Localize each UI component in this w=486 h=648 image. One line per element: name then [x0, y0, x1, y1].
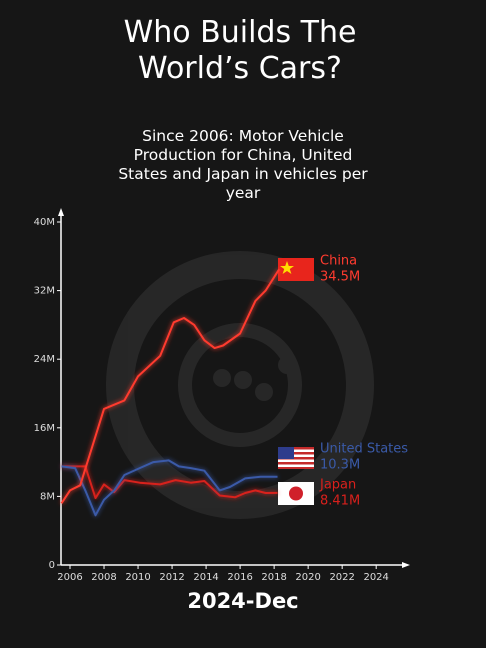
x-tick-label: 2012: [159, 572, 184, 583]
y-tick-label: 40M: [34, 217, 55, 228]
x-axis-arrow: [402, 562, 410, 568]
value-label: 8.41M: [320, 494, 360, 509]
value-label: 10.3M: [320, 458, 360, 473]
us-flag: [278, 447, 314, 469]
x-tick-label: 2020: [295, 572, 320, 583]
series-line: [61, 459, 278, 517]
value-label: 34.5M: [320, 270, 360, 285]
watermark-logo: [106, 251, 374, 519]
x-tick-label: 2024: [363, 572, 388, 583]
x-tick-label: 2022: [329, 572, 354, 583]
x-tick-label: 2018: [261, 572, 286, 583]
date-label: 2024-Dec: [187, 589, 298, 613]
y-tick-label: 8M: [40, 491, 55, 502]
chart-subtitle: Since 2006: Motor Vehicle Production for …: [118, 127, 368, 202]
y-tick-label: 32M: [34, 286, 55, 297]
x-tick-label: 2006: [57, 572, 82, 583]
y-tick-label: 24M: [34, 354, 55, 365]
y-axis-arrow: [58, 208, 64, 216]
x-tick-label: 2014: [193, 572, 218, 583]
x-tick-label: 2008: [91, 572, 116, 583]
japan-flag: [278, 482, 314, 505]
legend-label: United States: [320, 442, 408, 457]
legend-label: Japan: [319, 478, 356, 493]
china-flag: [278, 258, 314, 281]
chart-title-1: Who Builds The World’s Cars?: [124, 15, 357, 86]
series-line: [61, 465, 278, 500]
legend-label: China: [320, 254, 357, 269]
series-line: [60, 268, 281, 504]
x-tick-label: 2010: [125, 572, 150, 583]
y-tick-label: 0: [49, 560, 55, 571]
y-tick-label: 16M: [34, 423, 55, 434]
x-tick-label: 2016: [227, 572, 252, 583]
